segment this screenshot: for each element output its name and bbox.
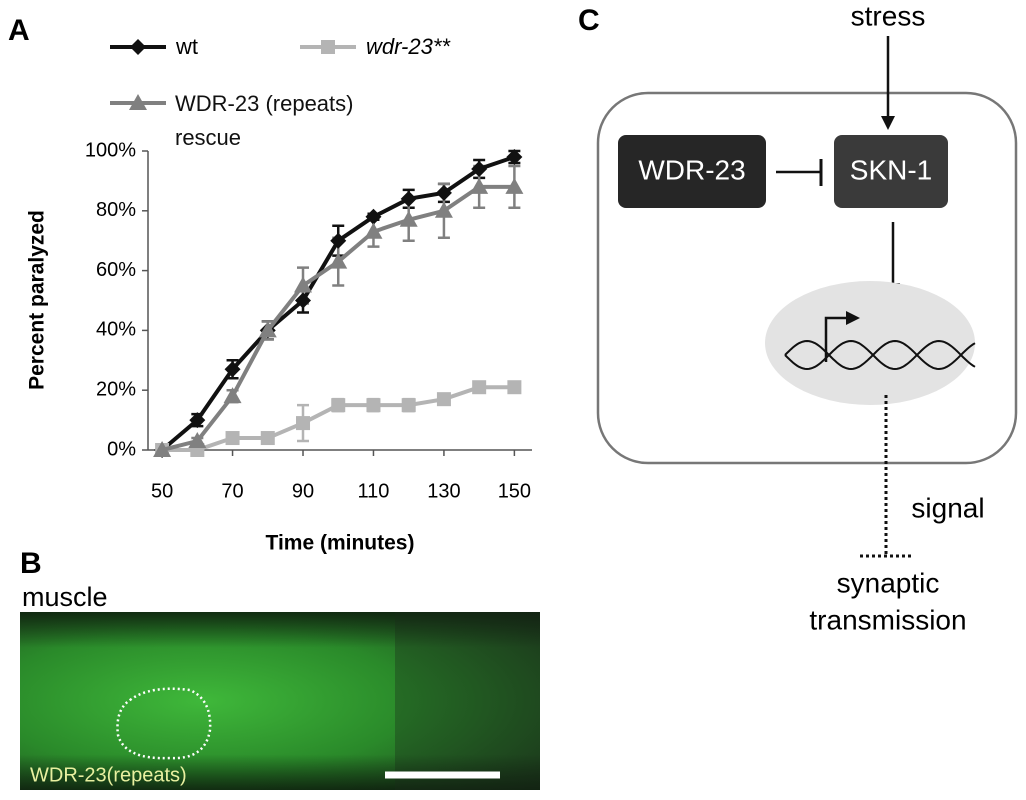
marker — [472, 380, 487, 395]
x-tick-label: 70 — [221, 480, 243, 502]
signal-label: signal — [911, 492, 984, 523]
marker — [434, 201, 453, 218]
marker — [366, 398, 381, 413]
marker — [401, 398, 416, 413]
node-label: SKN-1 — [850, 154, 932, 185]
arrow-head — [881, 116, 895, 130]
marker — [399, 210, 418, 227]
marker — [225, 431, 240, 446]
legend-marker — [129, 94, 147, 110]
x-tick-label: 110 — [358, 480, 390, 502]
y-tick-label: 40% — [96, 319, 136, 341]
legend-label: wt — [175, 34, 198, 59]
marker — [296, 416, 311, 431]
image-title: muscle — [22, 582, 108, 612]
node-box — [618, 135, 766, 208]
marker — [224, 361, 241, 378]
legend-marker — [130, 39, 146, 55]
image-caption: WDR-23(repeats) — [30, 764, 187, 786]
x-axis-title: Time (minutes) — [266, 532, 415, 555]
target-label: synaptic — [837, 567, 940, 598]
promoter-arrow — [824, 316, 848, 362]
marker — [294, 276, 313, 293]
target-label: transmission — [809, 604, 966, 635]
marker — [189, 412, 206, 429]
micrograph-shade — [395, 612, 540, 790]
marker — [331, 398, 346, 413]
micrograph-shade — [20, 612, 540, 790]
x-tick-label: 130 — [427, 480, 460, 502]
marker — [153, 441, 172, 457]
marker — [365, 208, 382, 225]
marker — [260, 431, 275, 446]
marker — [471, 160, 488, 177]
x-tick-label: 150 — [498, 480, 531, 502]
y-tick-label: 100% — [85, 139, 136, 161]
marker — [506, 148, 523, 165]
y-tick-label: 20% — [96, 378, 136, 400]
legend-label: wdr-23** — [366, 34, 451, 59]
y-tick-label: 80% — [96, 199, 136, 221]
panel-label: A — [8, 14, 30, 47]
plot: 0% 20% 40% 60% 80% 100% 50 70 90 110 130 150 Time (m… — [26, 34, 532, 555]
marker — [188, 432, 207, 449]
x-tick-label: 90 — [292, 480, 314, 502]
marker — [507, 380, 522, 395]
marker — [223, 387, 242, 404]
y-tick-label: 0% — [107, 438, 136, 460]
panel-label: B — [20, 547, 42, 580]
marker — [505, 177, 524, 194]
marker — [470, 177, 489, 194]
marker — [436, 392, 451, 407]
legend-marker — [321, 40, 335, 54]
marker — [330, 232, 347, 249]
marker — [258, 321, 277, 338]
dna-strand — [784, 339, 976, 371]
legend-label: WDR-23 (repeats) rescue — [175, 91, 354, 150]
input-label: stress — [851, 0, 926, 31]
node-label: WDR-23 — [638, 154, 745, 185]
panel-label: C — [578, 4, 600, 37]
marker — [364, 222, 383, 239]
x-tick-label: 50 — [151, 480, 173, 502]
dna-strand — [784, 339, 976, 371]
marker — [329, 252, 348, 269]
cell-outline — [596, 91, 1018, 465]
marker — [435, 184, 452, 201]
marker — [400, 190, 417, 207]
arrow-head — [846, 311, 860, 325]
nucleus — [765, 281, 975, 405]
y-axis-title: Percent paralyzed — [26, 210, 49, 390]
y-tick-label: 60% — [96, 259, 136, 281]
marker — [295, 292, 312, 309]
node-box — [834, 135, 948, 208]
